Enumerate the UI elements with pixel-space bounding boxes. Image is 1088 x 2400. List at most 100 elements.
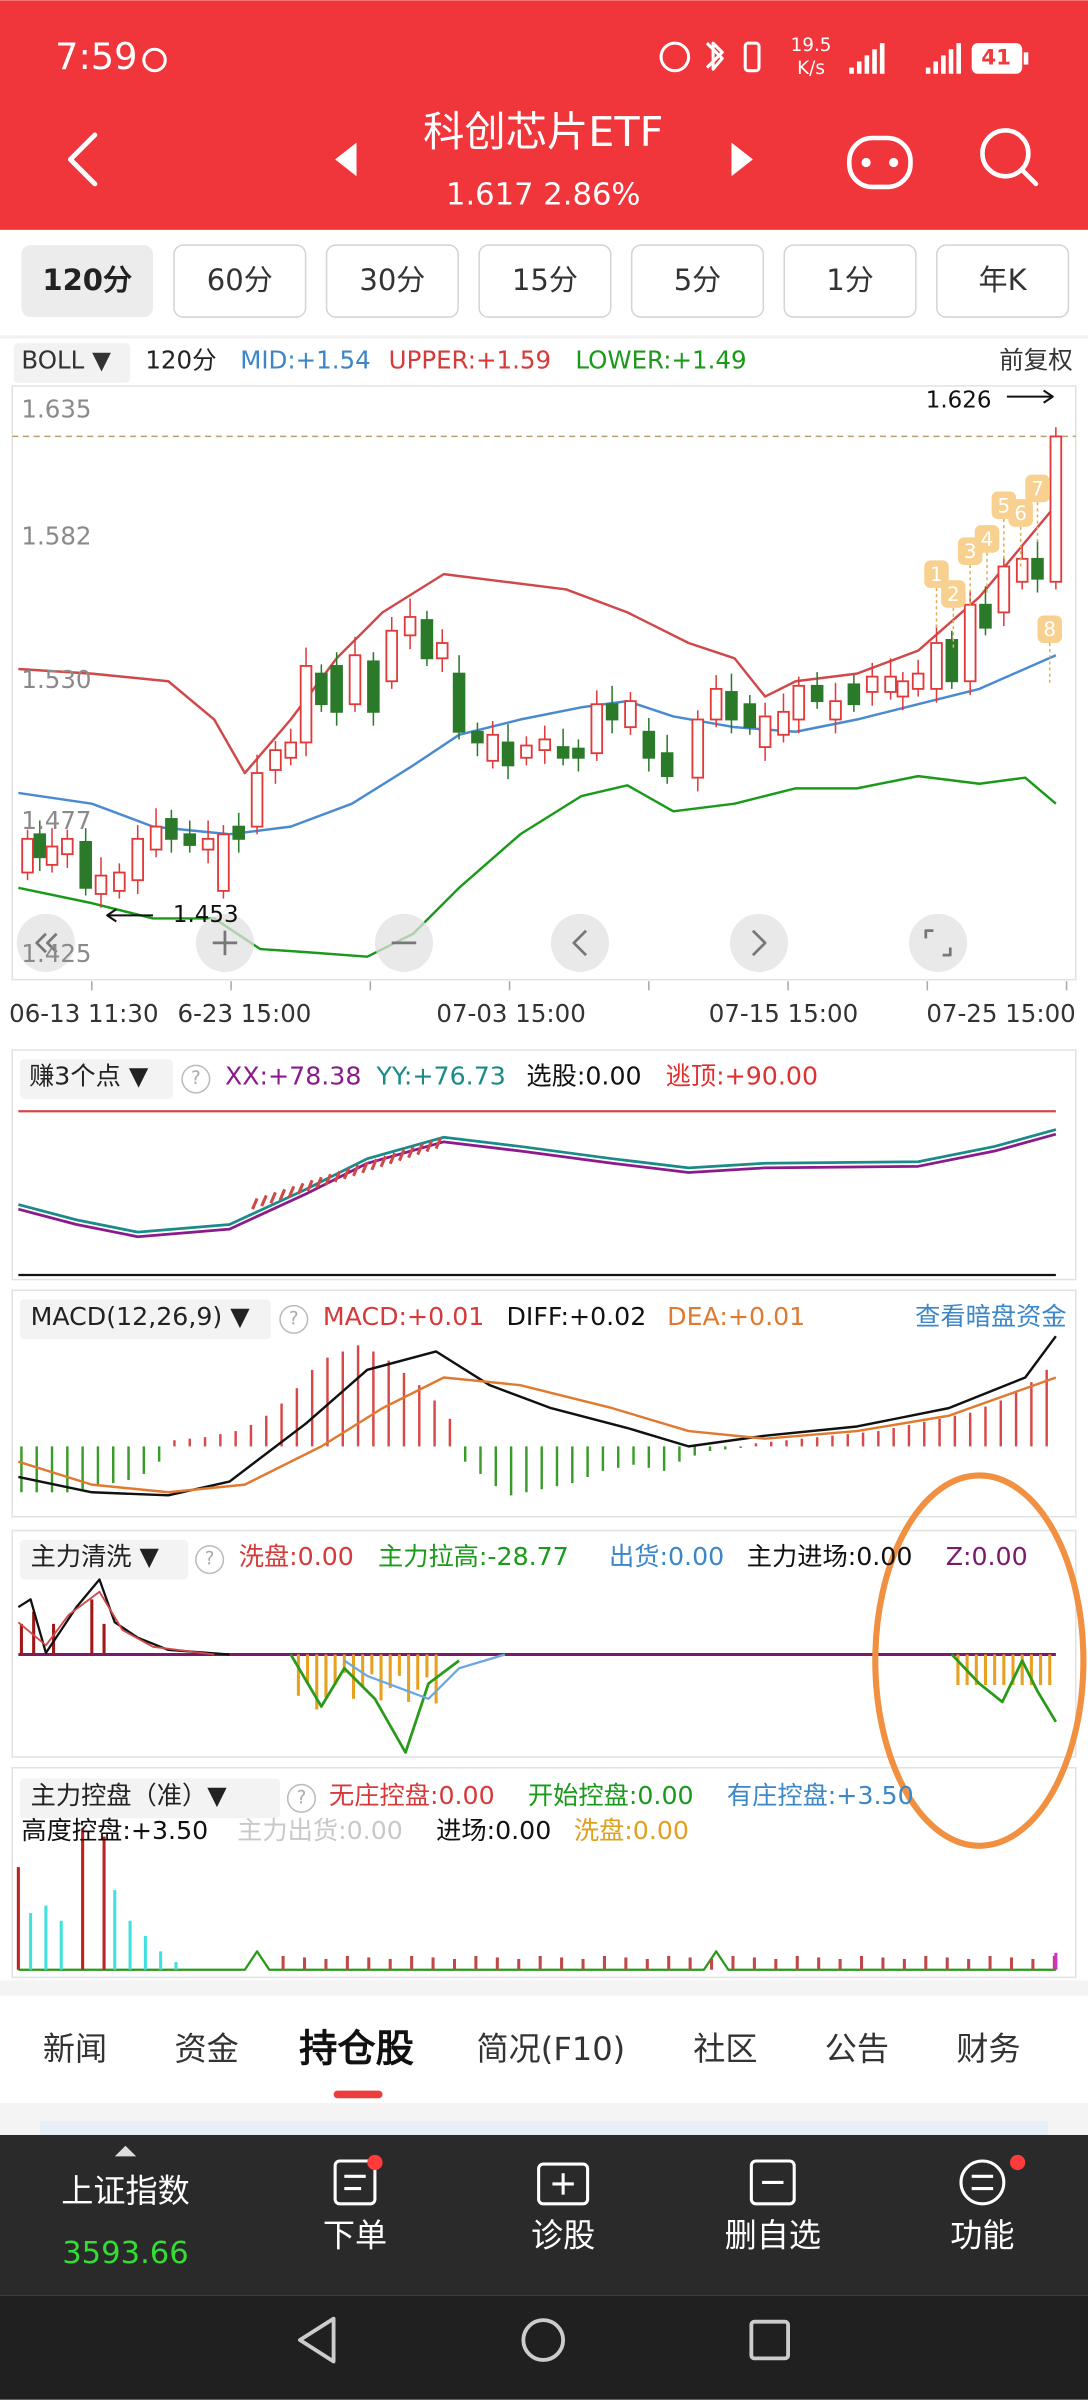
high-arrow-head bbox=[1043, 389, 1054, 404]
signal-marker bbox=[941, 580, 966, 608]
lift-line bbox=[289, 1653, 460, 1754]
candle bbox=[810, 684, 824, 703]
help-icon[interactable]: ? bbox=[297, 1787, 307, 1808]
candle bbox=[79, 841, 92, 889]
price-label: 1.425 bbox=[21, 939, 91, 968]
period-tab-label[interactable]: 5分 bbox=[674, 263, 722, 297]
content-tab[interactable]: 社区 bbox=[693, 2030, 757, 2068]
prev-button[interactable] bbox=[335, 142, 357, 177]
control-line bbox=[18, 1950, 1056, 1971]
period-tab[interactable] bbox=[783, 244, 917, 318]
period-tab-label[interactable]: 30分 bbox=[359, 263, 425, 297]
content-tab[interactable]: 资金 bbox=[174, 2030, 238, 2068]
help-icon[interactable]: ? bbox=[191, 1068, 201, 1089]
panel-frame bbox=[11, 1289, 1077, 1518]
chart-control-button[interactable] bbox=[729, 913, 789, 972]
help-icon[interactable]: ? bbox=[289, 1308, 299, 1329]
candle bbox=[330, 665, 343, 713]
period-tab-label[interactable]: 年K bbox=[979, 263, 1028, 297]
indicator-select[interactable]: 赚3个点 ▼ bbox=[29, 1062, 149, 1091]
nav-recent[interactable] bbox=[749, 2319, 790, 2361]
candle bbox=[642, 730, 656, 759]
indicator-value: DEA:+0.01 bbox=[667, 1302, 805, 1331]
content-tab-active[interactable]: 持仓股 bbox=[299, 2026, 414, 2071]
content-tab[interactable]: 简况(F10) bbox=[477, 2030, 626, 2068]
nav-back[interactable] bbox=[298, 2316, 336, 2364]
next-button[interactable] bbox=[731, 142, 753, 177]
period-tab[interactable] bbox=[478, 244, 612, 318]
search-icon[interactable] bbox=[980, 128, 1031, 179]
period-tab[interactable] bbox=[173, 244, 307, 318]
indicator-value: 高度控盘:+3.50 bbox=[21, 1816, 208, 1845]
chart-control-button[interactable] bbox=[550, 913, 610, 972]
date-label: 07-15 15:00 bbox=[709, 999, 858, 1028]
control-glyph bbox=[35, 932, 47, 954]
indicator-value: DIFF:+0.02 bbox=[507, 1302, 647, 1331]
indicator-value: 洗盘:0.00 bbox=[239, 1542, 354, 1571]
content-card-edge bbox=[39, 2121, 1049, 2135]
order-icon[interactable] bbox=[333, 2159, 377, 2206]
indicator-value: 进场:0.00 bbox=[436, 1816, 551, 1845]
content-tab[interactable]: 公告 bbox=[825, 2030, 889, 2068]
period-tab-label[interactable]: 120分 bbox=[42, 263, 132, 297]
robot-icon[interactable] bbox=[846, 135, 913, 190]
signal-marker bbox=[1037, 615, 1062, 643]
candle bbox=[590, 703, 604, 755]
indicator-select[interactable]: 主力清洗 ▼ bbox=[31, 1542, 160, 1571]
action-label[interactable]: 删自选 bbox=[725, 2217, 821, 2255]
date-label: 6-23 15:00 bbox=[178, 999, 312, 1028]
dark-pool-link[interactable]: 查看暗盘资金 bbox=[915, 1302, 1066, 1331]
period-tab[interactable] bbox=[325, 244, 459, 318]
panel-frame bbox=[11, 385, 1077, 981]
candle bbox=[113, 871, 126, 892]
indicator-value: 选股:0.00 bbox=[526, 1062, 641, 1091]
lift-line bbox=[950, 1653, 1058, 1723]
zhuan-bar bbox=[333, 1170, 342, 1183]
indicator-value: 逃顶:+90.00 bbox=[666, 1062, 818, 1091]
period-tab[interactable] bbox=[936, 244, 1070, 318]
indicator-value: Z:0.00 bbox=[946, 1542, 1028, 1571]
adjust-toggle[interactable]: 前复权 bbox=[999, 345, 1072, 374]
period-tab-active[interactable] bbox=[21, 245, 154, 318]
panel-frame bbox=[11, 1049, 1077, 1281]
active-tab-indicator bbox=[333, 2090, 383, 2099]
yy-line bbox=[18, 1128, 1057, 1234]
index-name[interactable]: 上证指数 bbox=[61, 2172, 189, 2210]
candle bbox=[725, 691, 738, 721]
candle bbox=[847, 683, 861, 706]
zhuan-bar bbox=[324, 1173, 332, 1186]
indicator-select[interactable]: 主力控盘（准）▼ bbox=[31, 1781, 228, 1810]
signal-bar bbox=[849, 67, 854, 74]
period-tab-label[interactable]: 1分 bbox=[826, 263, 874, 297]
action-label[interactable]: 诊股 bbox=[531, 2217, 595, 2255]
period-tab[interactable] bbox=[630, 244, 765, 318]
status-app-icon bbox=[142, 47, 167, 73]
help-ring bbox=[181, 1064, 211, 1094]
period-tab-label[interactable]: 60分 bbox=[207, 263, 273, 297]
function-icon[interactable] bbox=[959, 2159, 1006, 2206]
candle bbox=[691, 718, 705, 779]
battery-icon bbox=[971, 43, 1023, 74]
content-tab[interactable]: 财务 bbox=[956, 2030, 1020, 2068]
candle bbox=[997, 565, 1011, 614]
remove-icon[interactable] bbox=[749, 2159, 796, 2206]
boll-upper-line bbox=[18, 504, 1057, 775]
nav-home[interactable] bbox=[521, 2318, 566, 2362]
indicator-select-box bbox=[19, 1299, 271, 1340]
dea-line bbox=[17, 1376, 1057, 1494]
robot-eye bbox=[861, 157, 871, 168]
chart-control-button[interactable] bbox=[908, 913, 968, 972]
action-label[interactable]: 功能 bbox=[950, 2217, 1014, 2255]
index-value: 3593.66 bbox=[62, 2236, 189, 2271]
indicator-select[interactable]: MACD(12,26,9) ▼ bbox=[31, 1302, 251, 1331]
period-tab-label[interactable]: 15分 bbox=[512, 263, 578, 297]
help-icon[interactable]: ? bbox=[205, 1549, 215, 1570]
action-label[interactable]: 下单 bbox=[323, 2217, 387, 2255]
content-tab[interactable]: 新闻 bbox=[43, 2030, 107, 2068]
diagnose-icon[interactable] bbox=[537, 2162, 590, 2206]
app-bar bbox=[0, 0, 1088, 230]
indicator-select[interactable]: BOLL ▼ bbox=[21, 345, 111, 374]
chart-control-button[interactable] bbox=[16, 913, 75, 972]
indicator-select-box bbox=[19, 1059, 173, 1100]
